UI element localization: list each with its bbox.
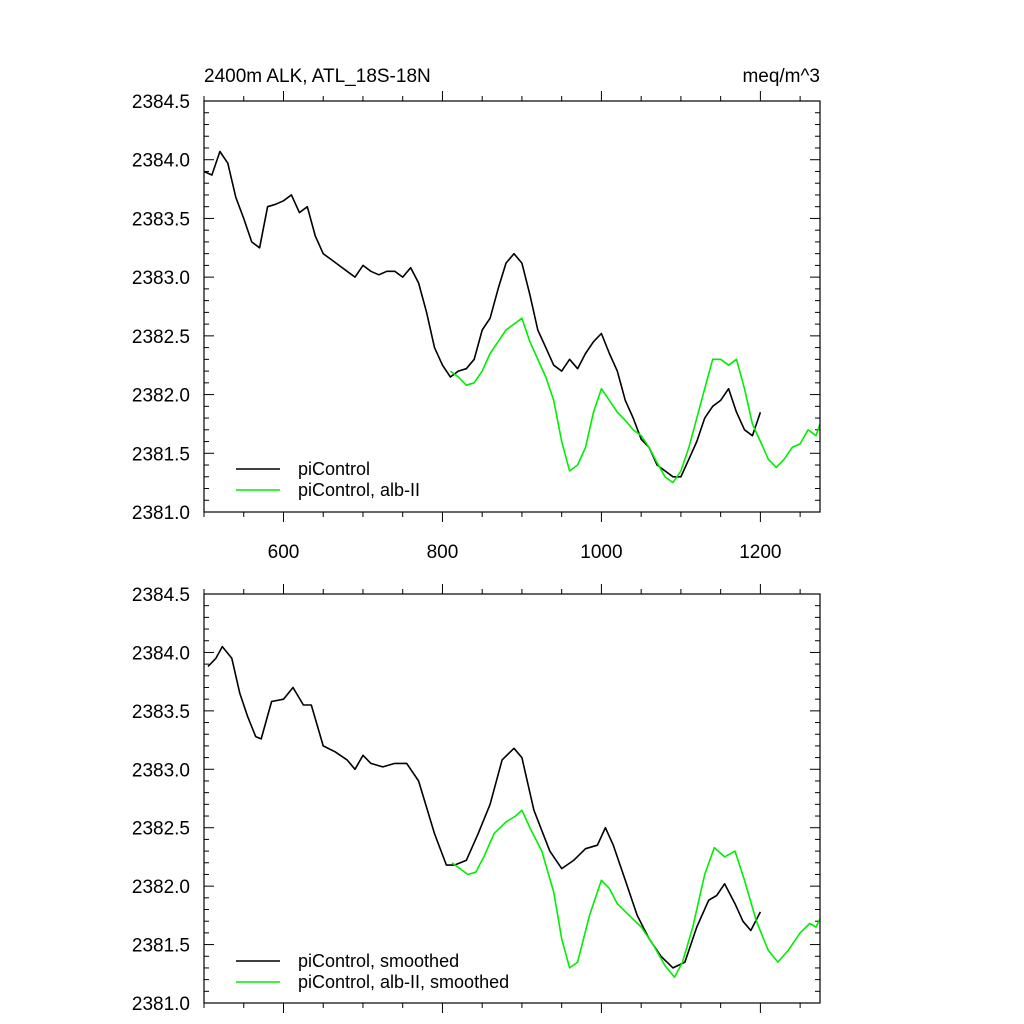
x-tick-label: 1000 — [580, 542, 622, 563]
x-tick-label: 600 — [268, 542, 300, 563]
x-tick-label: 1200 — [739, 542, 781, 563]
units-label: meq/m^3 — [742, 66, 820, 87]
y-tick-label: 2384.5 — [132, 92, 190, 113]
legend-label-picontrol-smoothed: piControl, smoothed — [298, 951, 459, 971]
series-line-picontrol-alb-ii-smoothed — [451, 809, 821, 979]
y-tick-label: 2381.5 — [132, 444, 190, 465]
y-tick-label: 2384.0 — [132, 643, 190, 664]
y-tick-label: 2381.0 — [132, 994, 190, 1015]
y-tick-label: 2382.0 — [132, 386, 190, 407]
bottom-panel: 2381.0 2381.5 2382.0 2382.5 2383.0 2383.5 2384… — [132, 584, 821, 1015]
legend-label-alb-ii: piControl, alb-II — [298, 480, 420, 500]
legend-label-alb-ii-smoothed: piControl, alb-II, smoothed — [298, 972, 509, 992]
y-tick-label: 2383.5 — [132, 209, 190, 230]
y-tick-label: 2381.0 — [132, 503, 190, 524]
y-tick-label: 2382.5 — [132, 819, 190, 840]
y-tick-label: 2382.0 — [132, 877, 190, 898]
top-panel: 2400m ALK, ATL_18S-18N meq/m^3 2381.0 238… — [132, 66, 821, 563]
plot-frame — [203, 100, 821, 513]
y-tick-label: 2383.0 — [132, 268, 190, 289]
legend: piControl piControl, alb-II — [236, 459, 420, 500]
series-line-picontrol-smoothed — [207, 645, 762, 969]
y-tick-label: 2383.0 — [132, 760, 190, 781]
y-tick-label: 2382.5 — [132, 327, 190, 348]
y-tick-label: 2383.5 — [132, 702, 190, 723]
chart-title: 2400m ALK, ATL_18S-18N — [204, 66, 431, 87]
legend-label-picontrol: piControl — [298, 459, 370, 479]
y-tick-label: 2384.5 — [132, 585, 190, 606]
y-tick-label: 2384.0 — [132, 151, 190, 172]
series-line-picontrol-alb-ii — [449, 317, 821, 484]
legend: piControl, smoothed piControl, alb-II, s… — [236, 951, 509, 992]
x-tick-label: 800 — [427, 542, 459, 563]
plot-frame — [203, 593, 821, 1004]
series-line-picontrol — [203, 150, 762, 478]
y-tick-label: 2381.5 — [132, 936, 190, 957]
